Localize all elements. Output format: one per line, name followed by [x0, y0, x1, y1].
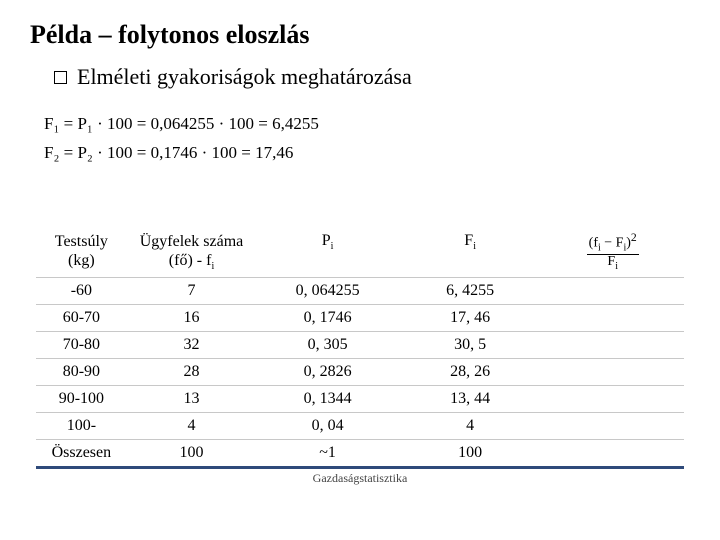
cell-c1: 16: [127, 305, 257, 332]
col-header-pi: Pi: [256, 228, 399, 278]
cell-c2: 0, 064255: [256, 278, 399, 305]
col-header-chi-term: (fi − Fi)2 Fi: [541, 228, 684, 278]
table-row: 60-70 16 0, 1746 17, 46: [36, 305, 684, 332]
bullet-icon: [54, 71, 67, 84]
subtitle-row: Elméleti gyakoriságok meghatározása: [54, 64, 692, 90]
formula-line-1: F₁ = P₁ · 100 = 0,064255 · 100 = 6,4255: [44, 110, 692, 139]
cell-c3: 100: [399, 440, 542, 468]
cell-c4: [541, 278, 684, 305]
cell-c0: 100-: [36, 413, 127, 440]
cell-c4: [541, 440, 684, 468]
cell-c2: 0, 2826: [256, 359, 399, 386]
table-row: 90-100 13 0, 1344 13, 44: [36, 386, 684, 413]
cell-c0: 70-80: [36, 332, 127, 359]
cell-c3: 30, 5: [399, 332, 542, 359]
cell-c2: 0, 1746: [256, 305, 399, 332]
col-header-fi: Fi: [399, 228, 542, 278]
formula-block: F₁ = P₁ · 100 = 0,064255 · 100 = 6,4255 …: [44, 110, 692, 168]
cell-c0: Összesen: [36, 440, 127, 468]
cell-c0: 90-100: [36, 386, 127, 413]
data-table-wrap: Testsúly (kg) Ügyfelek száma (fő) - fi P…: [36, 228, 684, 469]
cell-c3: 17, 46: [399, 305, 542, 332]
cell-c1: 13: [127, 386, 257, 413]
chi-fraction: (fi − Fi)2 Fi: [587, 232, 639, 272]
hdr-cust-a: Ügyfelek száma: [140, 233, 244, 250]
cell-c4: [541, 413, 684, 440]
table-row: -60 7 0, 064255 6, 4255: [36, 278, 684, 305]
chi-denominator: Fi: [587, 255, 639, 272]
footer-text: Gazdaságstatisztika: [28, 471, 692, 486]
table-row: 70-80 32 0, 305 30, 5: [36, 332, 684, 359]
cell-c0: 60-70: [36, 305, 127, 332]
cell-c4: [541, 332, 684, 359]
col-header-customers: Ügyfelek száma (fő) - fi: [127, 228, 257, 278]
col-header-weight: Testsúly (kg): [36, 228, 127, 278]
table-row: 80-90 28 0, 2826 28, 26: [36, 359, 684, 386]
cell-c1: 28: [127, 359, 257, 386]
cell-c3: 6, 4255: [399, 278, 542, 305]
cell-c4: [541, 305, 684, 332]
cell-c1: 7: [127, 278, 257, 305]
hdr-cust-b: (fő) - fi: [169, 252, 214, 269]
cell-c3: 13, 44: [399, 386, 542, 413]
cell-c2: 0, 04: [256, 413, 399, 440]
cell-c0: -60: [36, 278, 127, 305]
subtitle: Elméleti gyakoriságok meghatározása: [77, 64, 412, 90]
page-title: Példa – folytonos eloszlás: [30, 20, 692, 50]
cell-c4: [541, 359, 684, 386]
cell-c4: [541, 386, 684, 413]
cell-c1: 32: [127, 332, 257, 359]
cell-c2: ~1: [256, 440, 399, 468]
cell-c3: 28, 26: [399, 359, 542, 386]
chi-numerator: (fi − Fi)2: [587, 232, 639, 255]
cell-c3: 4: [399, 413, 542, 440]
cell-c1: 4: [127, 413, 257, 440]
cell-c2: 0, 305: [256, 332, 399, 359]
cell-c2: 0, 1344: [256, 386, 399, 413]
table-row-total: Összesen 100 ~1 100: [36, 440, 684, 468]
formula-line-2: F₂ = P₂ · 100 = 0,1746 · 100 = 17,46: [44, 139, 692, 168]
table-header-row: Testsúly (kg) Ügyfelek száma (fő) - fi P…: [36, 228, 684, 278]
slide: Példa – folytonos eloszlás Elméleti gyak…: [0, 0, 720, 494]
cell-c0: 80-90: [36, 359, 127, 386]
table-row: 100- 4 0, 04 4: [36, 413, 684, 440]
data-table: Testsúly (kg) Ügyfelek száma (fő) - fi P…: [36, 228, 684, 469]
cell-c1: 100: [127, 440, 257, 468]
hdr-weight-b: (kg): [68, 252, 95, 269]
hdr-weight-a: Testsúly: [55, 233, 108, 250]
